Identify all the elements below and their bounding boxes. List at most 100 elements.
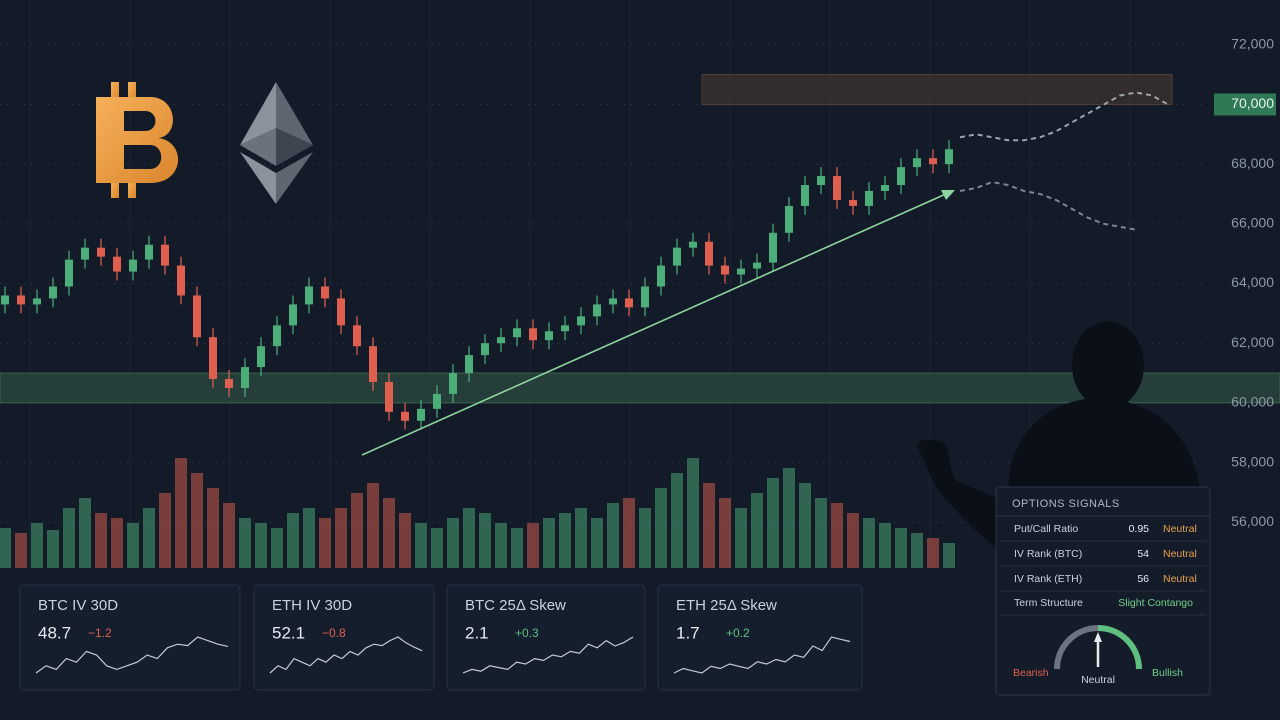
- volume-bar: [431, 528, 443, 568]
- candle-body: [561, 325, 569, 332]
- volume-bar: [911, 533, 923, 568]
- trend-arrow: [361, 192, 949, 456]
- row-value: 0.95: [1129, 523, 1150, 535]
- volume-bar: [143, 508, 155, 568]
- volume-bar: [623, 498, 635, 568]
- forecast: [959, 91, 1169, 231]
- volume-bar: [879, 523, 891, 568]
- row-label: Term Structure: [1014, 597, 1083, 609]
- gauge-center-label: Neutral: [1081, 674, 1115, 686]
- row-value: 56: [1137, 573, 1149, 585]
- volume-bar: [479, 513, 491, 568]
- candle-body: [769, 232, 777, 263]
- candle-body: [737, 268, 745, 275]
- card-value: 52.1: [272, 623, 305, 642]
- candle-body: [593, 304, 601, 317]
- candle-body: [33, 298, 41, 305]
- metric-card: ETH IV 30D 52.1 −0.8: [253, 584, 435, 691]
- gauge-right-label: Bullish: [1152, 667, 1183, 679]
- y-tick-label: 62,000: [1231, 334, 1274, 350]
- candle-body: [609, 298, 617, 305]
- candle-body: [465, 355, 473, 374]
- candle-body: [433, 393, 441, 409]
- volume-bar: [95, 513, 107, 568]
- candle-body: [209, 337, 217, 380]
- candle-body: [833, 176, 841, 200]
- candle-body: [849, 199, 857, 206]
- candle-body: [913, 158, 921, 168]
- card-value: 2.1: [465, 623, 489, 642]
- candle-body: [161, 244, 169, 266]
- volume-bar: [335, 508, 347, 568]
- candle-body: [897, 167, 905, 186]
- volume-bar: [447, 518, 459, 568]
- candle-body: [417, 408, 425, 421]
- candle-body: [49, 286, 57, 299]
- y-tick-label: 56,000: [1231, 513, 1274, 529]
- volume-bar: [495, 523, 507, 568]
- candle-body: [657, 265, 665, 287]
- candle-body: [449, 373, 457, 394]
- volume: [0, 458, 955, 568]
- candle-body: [721, 265, 729, 275]
- volume-bar: [751, 493, 763, 568]
- candle-body: [369, 346, 377, 382]
- metric-card: ETH 25Δ Skew 1.7 +0.2: [657, 584, 863, 691]
- card-change: +0.2: [726, 626, 750, 640]
- candle-body: [817, 176, 825, 186]
- volume-bar: [383, 498, 395, 568]
- price-zone: [701, 74, 1173, 105]
- card-value: 48.7: [38, 623, 71, 642]
- volume-bar: [799, 483, 811, 568]
- volume-bar: [191, 473, 203, 568]
- volume-bar: [847, 513, 859, 568]
- card-frame: [657, 584, 863, 691]
- volume-bar: [271, 528, 283, 568]
- card-frame: [19, 584, 241, 691]
- volume-bar: [31, 523, 43, 568]
- candle-body: [865, 190, 873, 206]
- metric-cards: BTC IV 30D 48.7 −1.2 ETH IV 30D 52.1 −0.8 BTC …: [19, 584, 863, 691]
- candle-body: [801, 185, 809, 206]
- volume-bar: [15, 533, 27, 568]
- y-tick-label: 64,000: [1231, 274, 1274, 290]
- volume-bar: [559, 513, 571, 568]
- card-title: ETH 25Δ Skew: [676, 597, 777, 614]
- sparkline: [462, 636, 634, 674]
- volume-bar: [735, 508, 747, 568]
- volume-bar: [687, 458, 699, 568]
- y-tick-label: 58,000: [1231, 453, 1274, 469]
- volume-bar: [159, 493, 171, 568]
- card-change: −0.8: [322, 626, 346, 640]
- candle-body: [705, 241, 713, 266]
- volume-bar: [79, 498, 91, 568]
- candle-body: [305, 286, 313, 305]
- volume-bar: [303, 508, 315, 568]
- volume-bar: [47, 530, 59, 568]
- candle-body: [97, 247, 105, 257]
- volume-bar: [943, 543, 955, 568]
- row-label: IV Rank (BTC): [1014, 548, 1082, 560]
- volume-bar: [767, 478, 779, 568]
- candle-body: [65, 259, 73, 287]
- candle-body: [385, 381, 393, 412]
- volume-bar: [607, 503, 619, 568]
- volume-bar: [367, 483, 379, 568]
- candle-body: [193, 295, 201, 338]
- candle-body: [545, 331, 553, 341]
- candles: [1, 140, 953, 430]
- y-tick-label: 68,000: [1231, 155, 1274, 171]
- row-value: 54: [1137, 548, 1149, 560]
- candle-body: [129, 259, 137, 272]
- candle-body: [625, 298, 633, 308]
- gauge-needle-tip: [1094, 632, 1102, 642]
- volume-bar: [671, 473, 683, 568]
- gauge-left-label: Bearish: [1013, 667, 1049, 679]
- gauge-bearish-arc: [1054, 625, 1099, 670]
- volume-bar: [319, 518, 331, 568]
- gauge-bullish-arc: [1097, 625, 1142, 670]
- card-title: ETH IV 30D: [272, 597, 352, 614]
- candle-body: [1, 295, 9, 305]
- volume-bar: [575, 508, 587, 568]
- candle-body: [401, 411, 409, 421]
